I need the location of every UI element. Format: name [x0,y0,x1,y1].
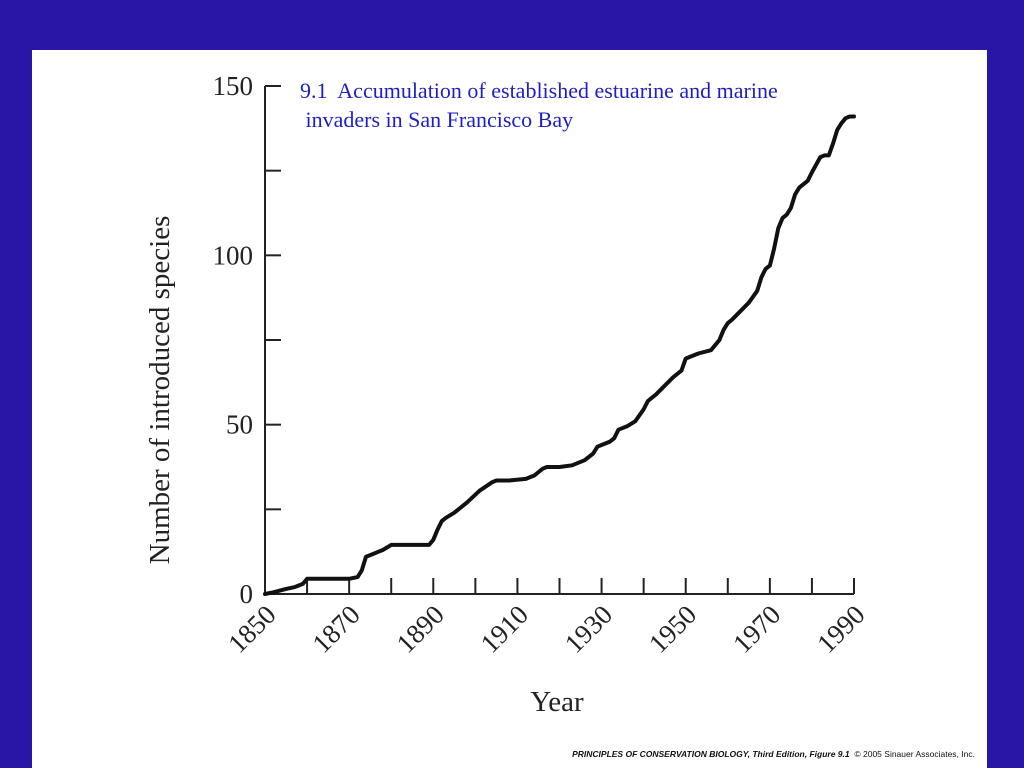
figure-credit: PRINCIPLES OF CONSERVATION BIOLOGY, Thir… [572,749,975,759]
y-tick-label-50: 50 [226,410,253,440]
x-tick-label-1990: 1990 [811,599,870,658]
line-chart: 1850 1870 1890 1910 1930 1950 1970 1990 0501001… [144,71,871,718]
series-line-introduced-species [263,114,856,596]
y-tick-label-0: 0 [240,579,254,609]
chart-axes [264,86,854,595]
x-tick-label-1950: 1950 [643,599,702,658]
x-tick-label-1930: 1930 [559,599,618,658]
title-line-2: invaders in San Francisco Bay [300,107,574,132]
credit-book-title: PRINCIPLES OF CONSERVATION BIOLOGY, Thir… [572,749,850,759]
x-tick-labels: 1850 1870 1890 1910 1930 1950 1970 1990 [222,599,870,658]
x-axis-ticks [264,578,855,594]
slide-panel: 1850 1870 1890 1910 1930 1950 1970 1990 0 50 100 1… [32,50,987,768]
slide-title: 9.1 Accumulation of established estuarin… [300,76,778,134]
y-axis-label: Number of introduced species [144,216,176,565]
x-tick-label-1890: 1890 [390,599,449,658]
x-tick-label-1970: 1970 [727,599,786,658]
x-axis-label: Year [530,686,584,718]
x-tick-label-1910: 1910 [475,599,534,658]
x-tick-label-1870: 1870 [306,599,365,658]
y-tick-label-150: 150 [213,71,254,101]
y-axis-ticks [265,85,281,595]
y-tick-label-100: 100 [213,240,254,270]
credit-copyright: © 2005 Sinauer Associates, Inc. [854,749,975,759]
y-tick-labels: 0 50 100 150 [213,71,254,609]
title-line-1: 9.1 Accumulation of established estuarin… [300,78,778,103]
